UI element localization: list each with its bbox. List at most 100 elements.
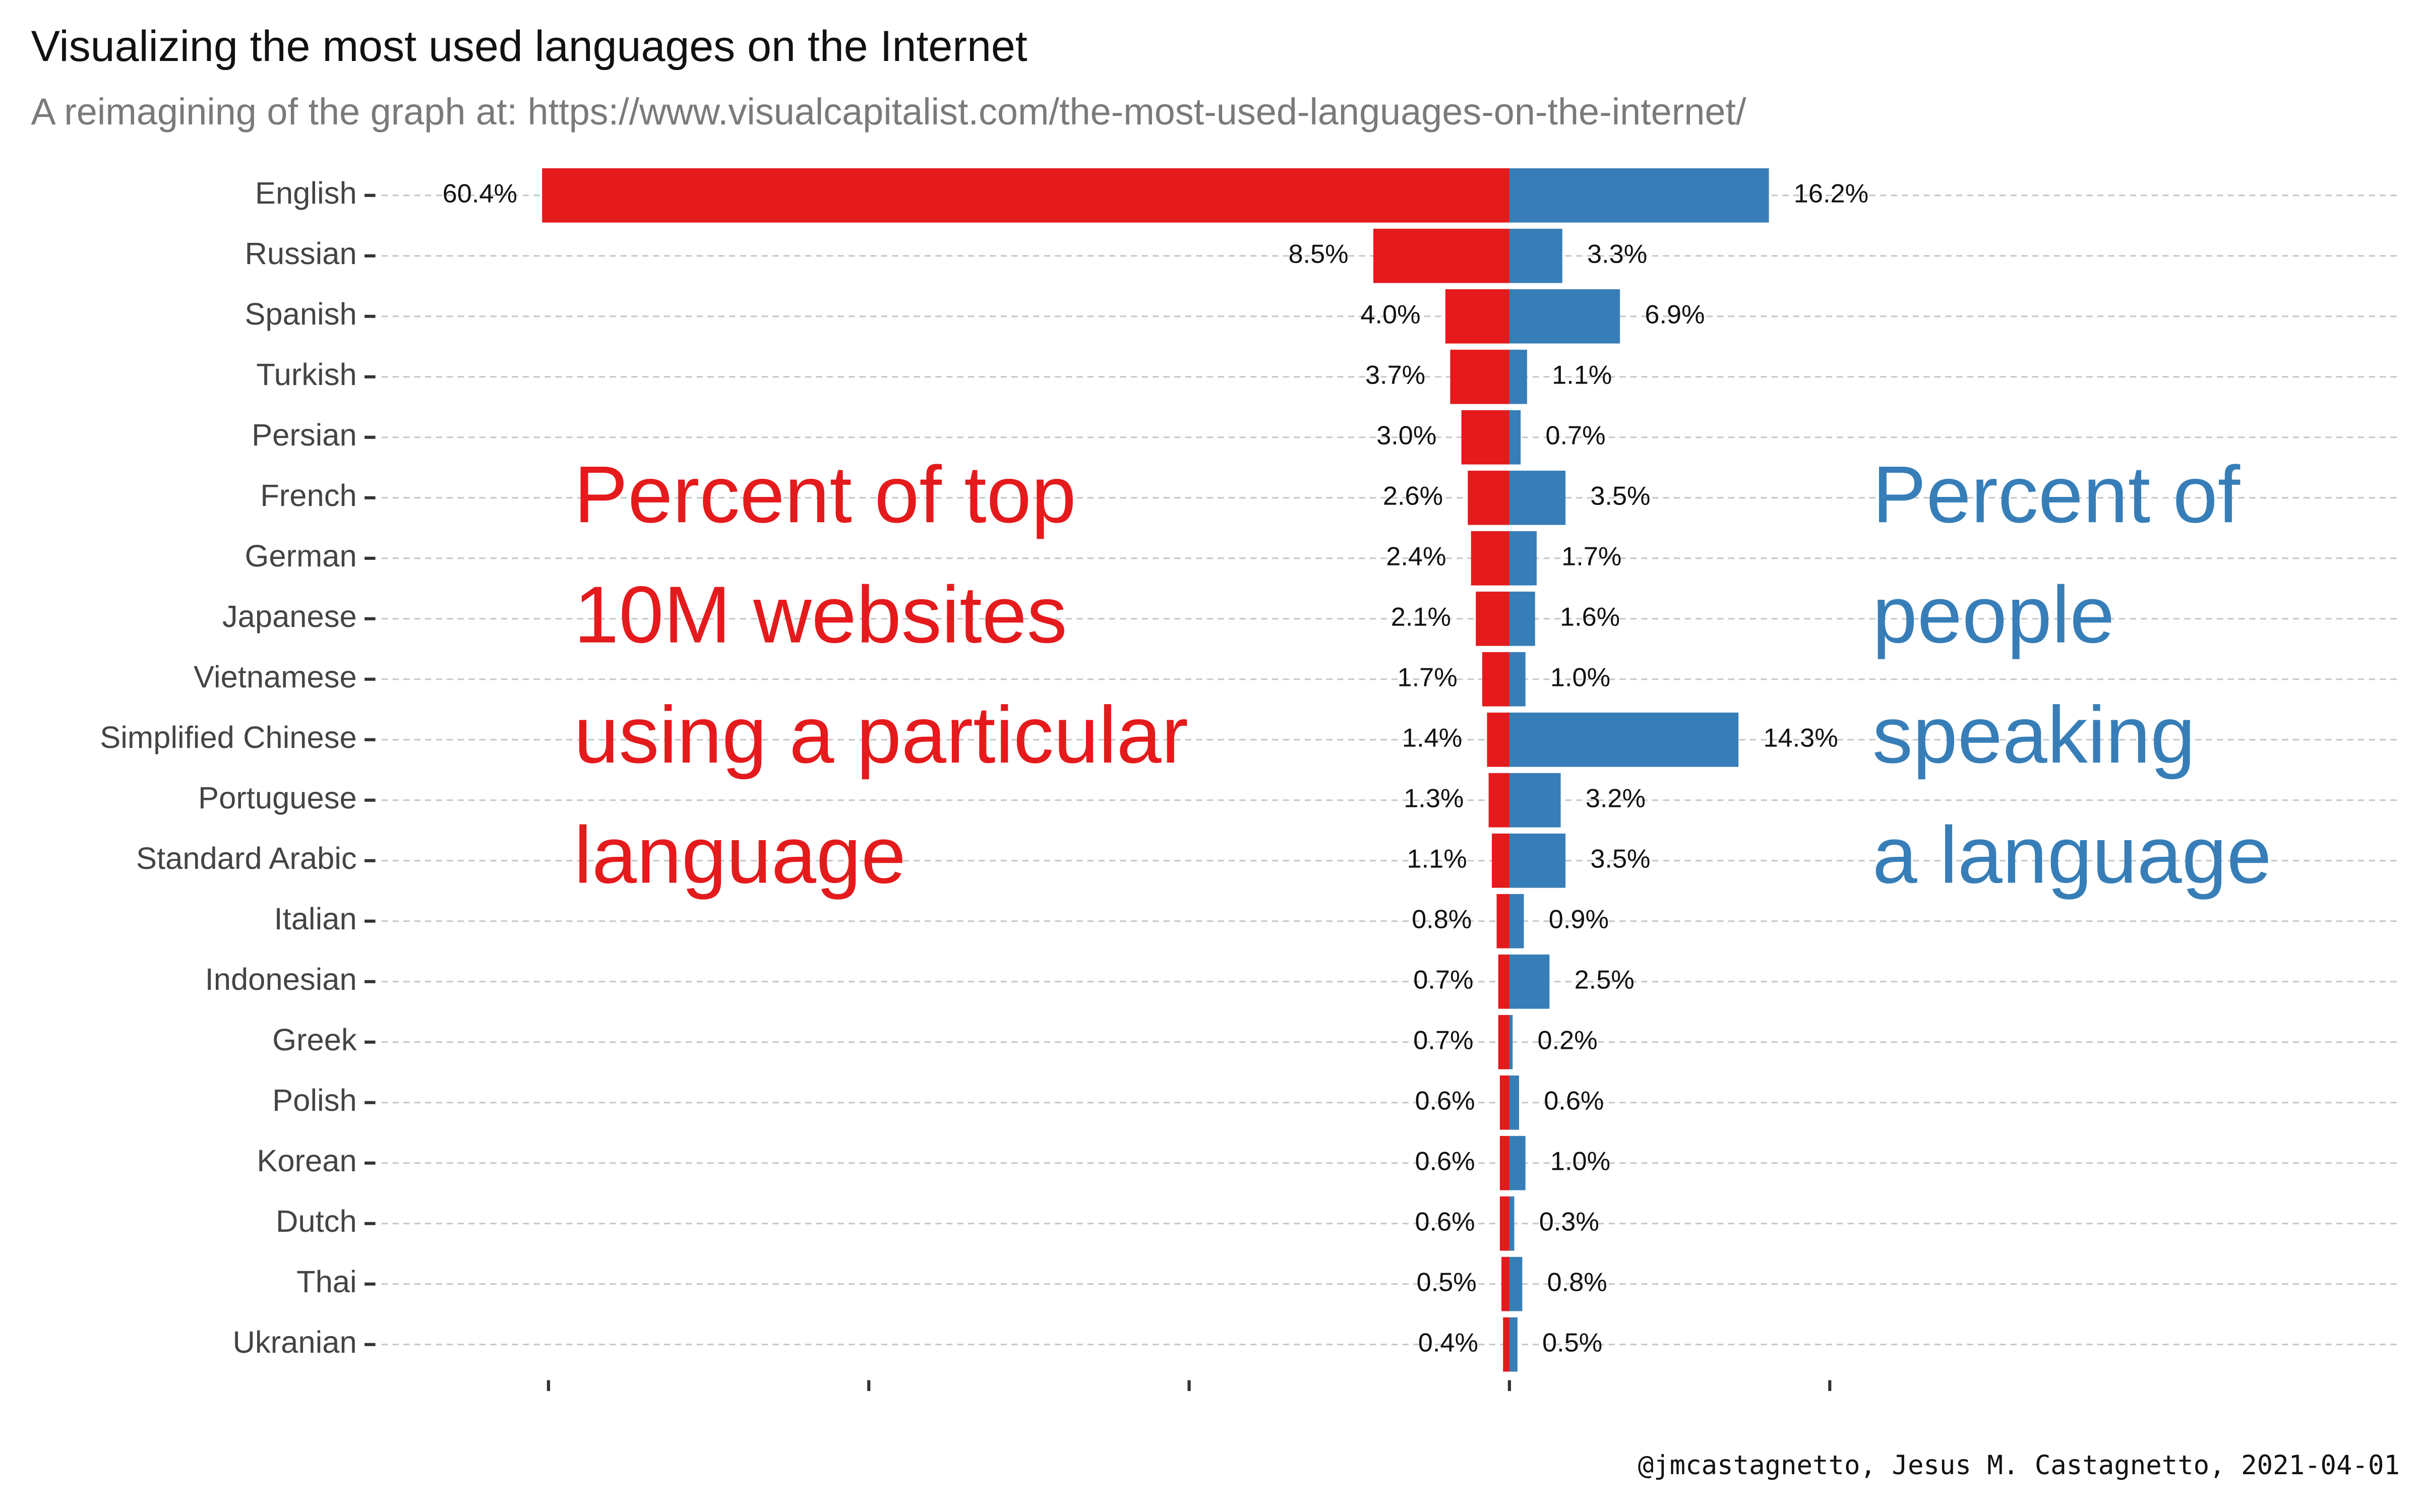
y-tick-label: Indonesian [205, 962, 357, 997]
value-label: 14.3% [1763, 724, 1838, 753]
bar [1471, 531, 1509, 586]
value-label: 60.4% [443, 179, 517, 209]
bar [1509, 1317, 1518, 1372]
bar [1509, 833, 1566, 888]
bar [1482, 652, 1509, 707]
value-label: 3.7% [1365, 361, 1425, 390]
annotation: using a particular [574, 689, 1188, 780]
bar [1498, 1015, 1509, 1069]
bar [1509, 1075, 1519, 1130]
y-tick-label: Italian [274, 902, 357, 936]
bar [1509, 228, 1562, 283]
value-label: 3.0% [1376, 421, 1436, 451]
bar [1509, 410, 1521, 465]
value-label: 0.6% [1544, 1087, 1604, 1116]
bar [1503, 1317, 1509, 1372]
value-label: 16.2% [1794, 179, 1868, 209]
value-label: 1.1% [1552, 361, 1612, 390]
value-label: 4.0% [1360, 300, 1420, 330]
annotation: 10M websites [574, 570, 1067, 660]
value-label: 3.5% [1590, 845, 1650, 874]
value-label: 0.6% [1415, 1147, 1475, 1176]
y-tick-label: Ukranian [233, 1325, 357, 1360]
bar [1468, 470, 1509, 525]
bar [1509, 1196, 1515, 1251]
bar [1445, 289, 1509, 344]
value-label: 0.7% [1545, 421, 1605, 451]
bar [1509, 591, 1535, 646]
value-label: 2.6% [1383, 482, 1443, 511]
y-tick-label: Polish [272, 1083, 357, 1118]
value-label: 2.4% [1386, 542, 1446, 572]
value-label: 6.9% [1645, 300, 1705, 330]
bar [1509, 894, 1524, 949]
value-label: 0.9% [1549, 905, 1609, 934]
y-tick-label: French [260, 478, 356, 513]
bar [1509, 168, 1769, 223]
value-label: 3.5% [1590, 482, 1650, 511]
y-tick-label: German [245, 539, 356, 574]
value-label: 1.0% [1550, 1147, 1610, 1176]
bar [1487, 712, 1509, 767]
annotation: Percent of top [574, 449, 1076, 539]
value-label: 0.8% [1412, 905, 1472, 934]
bar [542, 168, 1509, 223]
value-label: 0.7% [1413, 966, 1473, 995]
y-tick-label: Thai [296, 1265, 357, 1299]
bar [1450, 349, 1509, 404]
value-label: 0.3% [1539, 1208, 1599, 1237]
y-tick-label: Turkish [256, 357, 356, 392]
y-tick-label: Standard Arabic [136, 841, 357, 876]
y-tick-label: Greek [272, 1023, 357, 1057]
value-label: 0.4% [1418, 1329, 1478, 1358]
bar [1498, 954, 1509, 1009]
bar [1496, 894, 1509, 949]
value-label: 0.6% [1415, 1208, 1475, 1237]
y-tick-label: Dutch [276, 1204, 357, 1239]
bar [1509, 470, 1566, 525]
bar [1461, 410, 1509, 465]
y-tick-label: English [255, 176, 357, 211]
bar [1491, 833, 1509, 888]
value-label: 1.1% [1407, 845, 1467, 874]
caption: @jmcastagnetto, Jesus M. Castagnetto, 20… [1638, 1450, 2400, 1481]
bar [1509, 712, 1739, 767]
value-label: 1.7% [1561, 542, 1621, 572]
y-tick-label: Korean [257, 1144, 356, 1178]
value-label: 0.8% [1547, 1268, 1607, 1297]
value-label: 2.5% [1575, 966, 1635, 995]
chart-title: Visualizing the most used languages on t… [31, 22, 1027, 71]
value-label: 1.4% [1402, 724, 1462, 753]
annotation: people [1872, 570, 2114, 660]
value-label: 1.7% [1398, 663, 1458, 692]
bar [1509, 773, 1561, 828]
value-label: 2.1% [1391, 603, 1451, 632]
y-tick-label: Spanish [245, 297, 356, 332]
bar [1501, 1256, 1509, 1311]
bar [1509, 1015, 1513, 1069]
value-label: 0.5% [1542, 1329, 1602, 1358]
bar [1373, 228, 1509, 283]
value-label: 3.2% [1586, 784, 1646, 813]
bar [1509, 349, 1527, 404]
chart-subtitle: A reimagining of the graph at: https://w… [31, 91, 1746, 133]
y-tick-label: Persian [252, 418, 357, 453]
annotation: a language [1872, 809, 2272, 900]
value-label: 0.5% [1417, 1268, 1477, 1297]
y-tick-label: Simplified Chinese [100, 720, 356, 755]
bar [1509, 1136, 1526, 1190]
annotation: language [574, 809, 905, 900]
value-label: 1.6% [1560, 603, 1620, 632]
value-label: 8.5% [1288, 240, 1348, 269]
bar [1488, 773, 1509, 828]
y-tick-label: Russian [245, 236, 356, 271]
value-label: 3.3% [1587, 240, 1647, 269]
value-label: 0.7% [1413, 1026, 1473, 1055]
bar [1509, 652, 1526, 707]
annotation: Percent of [1872, 449, 2241, 539]
bar [1509, 1256, 1523, 1311]
y-tick-label: Vietnamese [194, 660, 357, 695]
bar [1509, 954, 1550, 1009]
y-tick-label: Japanese [222, 599, 357, 634]
